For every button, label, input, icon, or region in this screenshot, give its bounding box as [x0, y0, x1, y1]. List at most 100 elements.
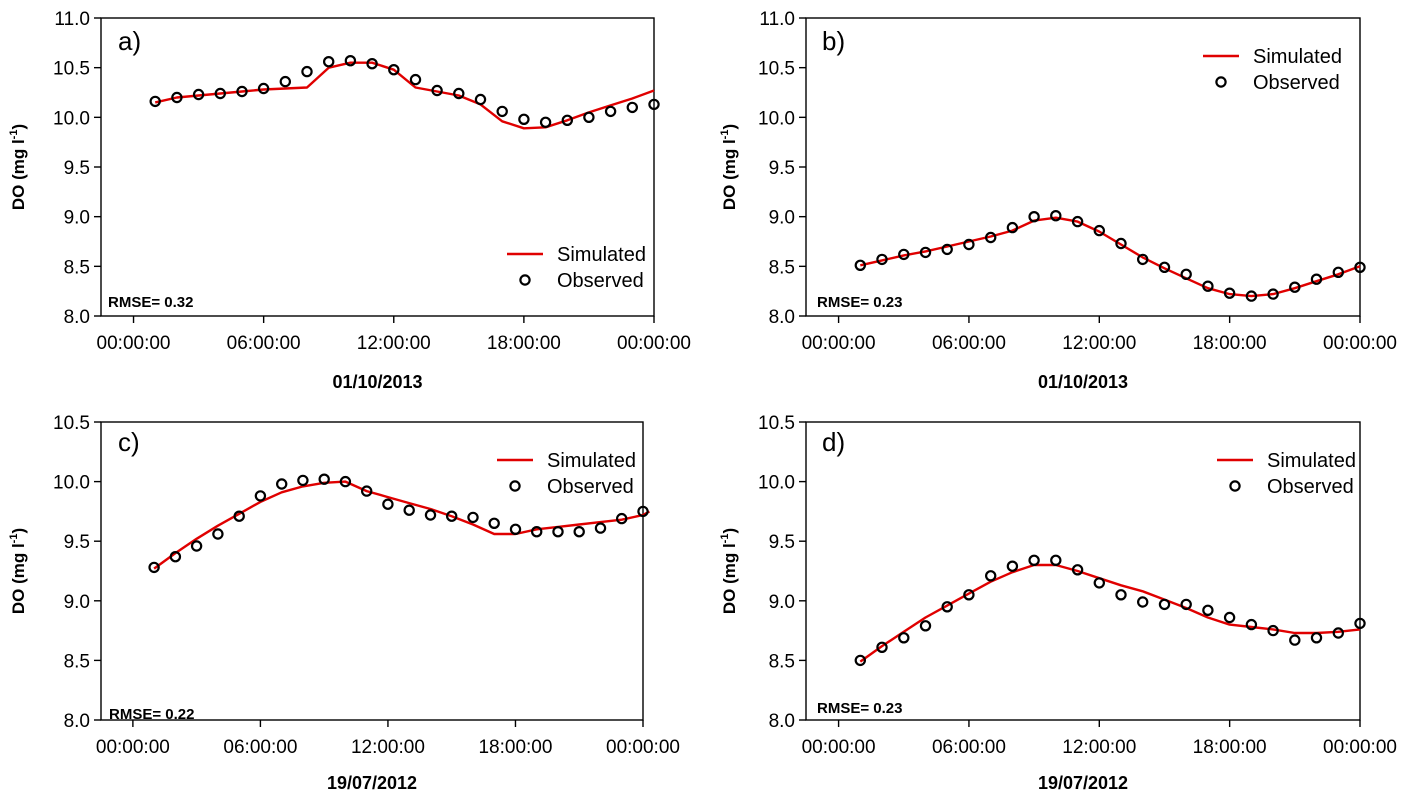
observed-point	[1136, 253, 1149, 266]
observed-point	[1093, 224, 1106, 237]
observed-point	[1267, 624, 1279, 637]
x-tick-label: 06:00:00	[227, 333, 301, 354]
observed-point	[148, 561, 160, 574]
y-tick-label: 10.0	[53, 473, 90, 494]
observed-point	[854, 259, 867, 271]
observed-point	[941, 601, 953, 613]
observed-point	[1289, 634, 1301, 646]
observed-point	[366, 58, 378, 70]
observed-point	[1006, 560, 1019, 572]
y-tick-label: 9.5	[64, 158, 90, 179]
observed-point	[1115, 237, 1127, 250]
legend-observed-marker	[1229, 480, 1241, 492]
simulated-series-line	[860, 216, 1361, 298]
observed-point	[257, 82, 270, 95]
observed-point	[276, 478, 288, 490]
y-axis-label-superscript: -1	[719, 534, 731, 544]
panel-label: b)	[822, 26, 845, 56]
rmse-annotation: RMSE= 0.32	[108, 294, 193, 311]
observed-point	[1289, 281, 1301, 293]
chart-panel-b: 8.0 8.5 9.0 9.5 10.0 10.5 11.0 00:00:00 06:00:00…	[719, 9, 1397, 392]
rmse-annotation: RMSE= 0.22	[109, 706, 194, 723]
observed-point	[985, 570, 997, 582]
y-tick-label: 9.5	[769, 158, 795, 179]
observed-point	[594, 522, 607, 534]
observed-point	[616, 512, 628, 525]
observed-point	[1136, 596, 1149, 608]
x-tick-label: 00:00:00	[1323, 737, 1397, 758]
observed-point	[344, 55, 357, 67]
x-axis-label: 19/07/2012	[1038, 773, 1128, 793]
observed-point	[919, 246, 932, 259]
observed-point	[149, 95, 161, 108]
legend: Simulated Observed	[1217, 450, 1356, 498]
y-tick-label: 10.0	[758, 108, 795, 129]
observed-point	[236, 85, 248, 98]
observed-point	[583, 111, 595, 124]
observed-point	[1332, 266, 1345, 278]
legend: Simulated Observed	[507, 244, 646, 292]
observed-point	[467, 511, 479, 524]
y-tick-label: 10.0	[758, 473, 795, 494]
y-axis-label-superscript: -1	[8, 130, 20, 140]
y-tick-label: 8.0	[769, 307, 795, 328]
rmse-annotation: RMSE= 0.23	[817, 294, 902, 311]
observed-point	[637, 505, 649, 518]
observed-point	[919, 620, 932, 632]
observed-point	[297, 474, 309, 487]
chart-panel-d: 8.0 8.5 9.0 9.5 10.0 10.5 00:00:00 06:00:00 12:0…	[719, 413, 1397, 793]
y-tick-label: 8.5	[64, 651, 90, 672]
x-tick-label: 12:00:00	[1062, 333, 1136, 354]
y-axis-label-main: DO (mg l	[9, 139, 28, 210]
legend-observed-label: Observed	[1267, 476, 1354, 498]
x-axis-label: 01/10/2013	[332, 372, 422, 392]
x-tick-label: 00:00:00	[96, 737, 170, 758]
y-axis-label: DO (mg l-1)	[719, 528, 739, 614]
x-tick-label: 18:00:00	[478, 737, 552, 758]
observed-point	[233, 510, 245, 522]
y-tick-label: 11.0	[759, 9, 795, 30]
y-tick-label: 10.0	[53, 108, 90, 129]
observed-point	[388, 63, 400, 76]
observed-point	[552, 526, 564, 538]
x-axis-label: 19/07/2012	[327, 773, 417, 793]
observed-point	[1158, 261, 1171, 273]
observed-point	[1223, 287, 1236, 299]
observed-point	[214, 87, 226, 100]
observed-point	[1050, 554, 1062, 567]
observed-point	[318, 473, 330, 485]
y-axis-label-close: )	[720, 124, 739, 130]
x-tick-label: 18:00:00	[487, 333, 561, 354]
observed-point	[648, 98, 660, 111]
observed-point	[279, 75, 291, 88]
y-tick-label: 9.0	[64, 208, 90, 229]
legend: Simulated Observed	[497, 450, 636, 498]
observed-point	[1093, 577, 1106, 589]
observed-point	[1050, 209, 1062, 222]
observed-point	[854, 654, 867, 667]
legend-simulated-label: Simulated	[547, 450, 636, 472]
y-axis-label-close: )	[9, 124, 28, 130]
legend-simulated-label: Simulated	[1253, 46, 1342, 68]
observed-point	[424, 509, 437, 521]
observed-point	[876, 253, 888, 266]
x-tick-label: 00:00:00	[1323, 333, 1397, 354]
observed-point	[985, 231, 997, 244]
y-tick-label: 8.0	[64, 711, 90, 732]
observed-point	[212, 528, 224, 540]
y-tick-label: 9.5	[64, 532, 90, 553]
y-tick-label: 9.0	[769, 592, 795, 613]
y-axis-label-main: DO (mg l	[9, 543, 28, 614]
y-tick-label: 11.0	[54, 9, 90, 30]
observed-point	[1354, 261, 1366, 273]
observed-point	[1006, 221, 1019, 234]
y-tick-label: 8.5	[769, 257, 795, 278]
y-tick-label: 8.5	[769, 651, 795, 672]
observed-point	[561, 114, 574, 127]
observed-point	[1115, 589, 1127, 601]
y-tick-label: 8.5	[64, 257, 90, 278]
observed-point	[171, 91, 183, 104]
observed-point	[1180, 268, 1192, 280]
y-tick-label: 9.0	[769, 208, 795, 229]
